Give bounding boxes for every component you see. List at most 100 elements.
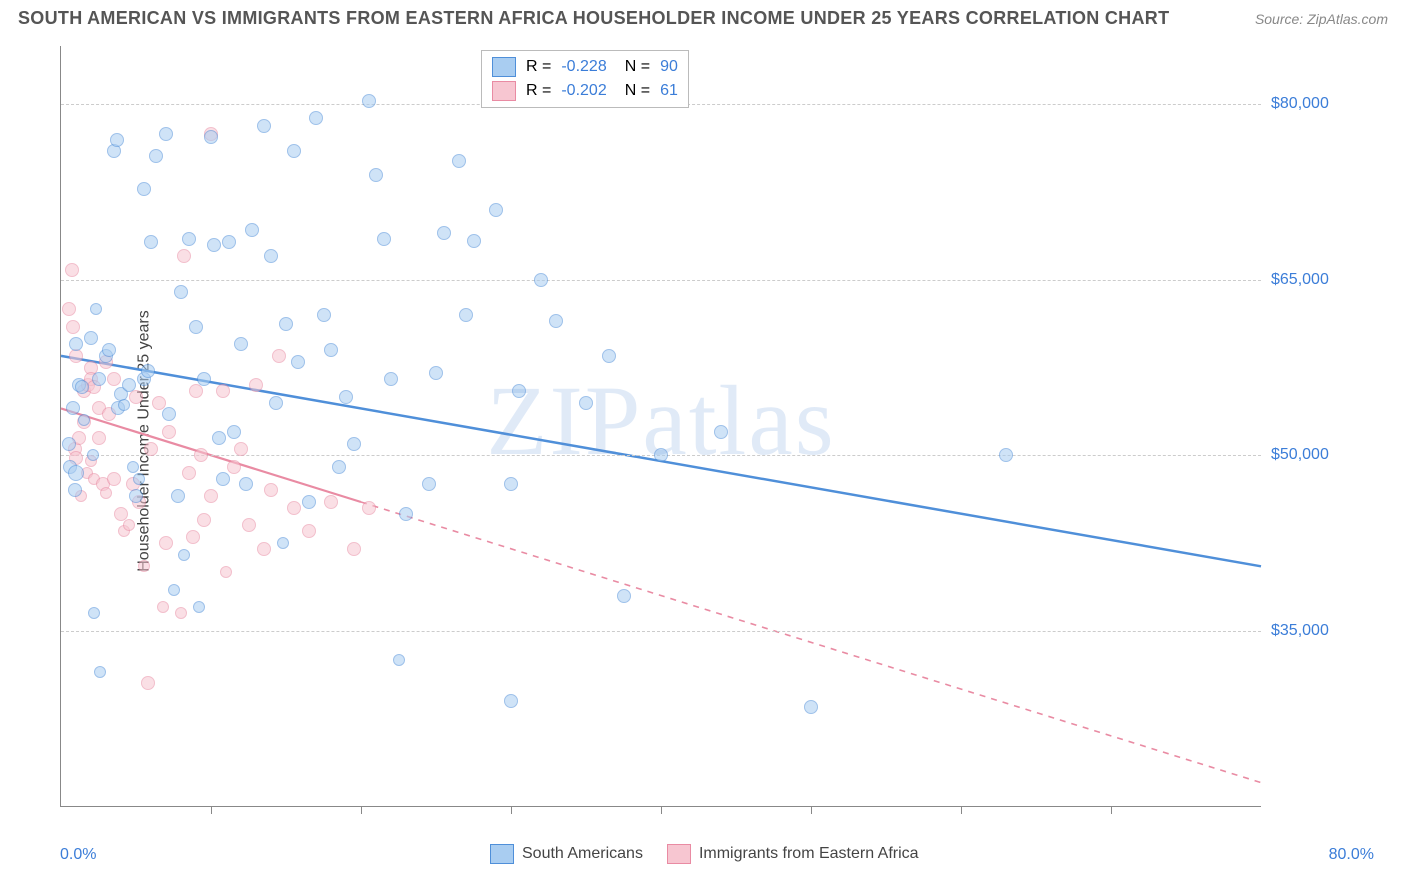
data-point bbox=[504, 694, 518, 708]
data-point bbox=[127, 461, 139, 473]
r-label: R = bbox=[526, 82, 551, 100]
data-point bbox=[197, 513, 211, 527]
n-value-blue: 90 bbox=[660, 58, 678, 76]
data-point bbox=[362, 501, 376, 515]
data-point bbox=[118, 399, 130, 411]
data-point bbox=[144, 235, 158, 249]
data-point bbox=[65, 263, 79, 277]
data-point bbox=[324, 495, 338, 509]
data-point bbox=[189, 320, 203, 334]
data-point bbox=[87, 449, 99, 461]
data-point bbox=[193, 601, 205, 613]
data-point bbox=[157, 601, 169, 613]
data-point bbox=[324, 343, 338, 357]
x-axis-max: 80.0% bbox=[1329, 846, 1374, 864]
data-point bbox=[66, 401, 80, 415]
data-point bbox=[269, 396, 283, 410]
r-label: R = bbox=[526, 58, 551, 76]
data-point bbox=[168, 584, 180, 596]
data-point bbox=[287, 144, 301, 158]
chart-title: SOUTH AMERICAN VS IMMIGRANTS FROM EASTER… bbox=[18, 8, 1169, 29]
data-point bbox=[467, 234, 481, 248]
data-point bbox=[129, 489, 143, 503]
data-point bbox=[137, 182, 151, 196]
data-point bbox=[437, 226, 451, 240]
data-point bbox=[245, 223, 259, 237]
data-point bbox=[459, 308, 473, 322]
data-point bbox=[242, 518, 256, 532]
data-point bbox=[94, 666, 106, 678]
data-point bbox=[399, 507, 413, 521]
data-point bbox=[339, 390, 353, 404]
data-point bbox=[197, 372, 211, 386]
stats-legend: R = -0.228 N = 90 R = -0.202 N = 61 bbox=[481, 50, 689, 108]
x-axis-min: 0.0% bbox=[60, 846, 96, 864]
n-value-pink: 61 bbox=[660, 82, 678, 100]
data-point bbox=[369, 168, 383, 182]
x-tick bbox=[961, 806, 962, 814]
data-point bbox=[194, 448, 208, 462]
data-point bbox=[102, 343, 116, 357]
data-point bbox=[186, 530, 200, 544]
data-point bbox=[362, 94, 376, 108]
data-point bbox=[138, 560, 150, 572]
data-point bbox=[422, 477, 436, 491]
data-point bbox=[302, 524, 316, 538]
data-point bbox=[84, 331, 98, 345]
data-point bbox=[377, 232, 391, 246]
data-point bbox=[264, 483, 278, 497]
y-tick-label: $80,000 bbox=[1271, 95, 1381, 113]
data-point bbox=[107, 472, 121, 486]
data-point bbox=[69, 337, 83, 351]
data-point bbox=[114, 507, 128, 521]
data-point bbox=[159, 127, 173, 141]
data-point bbox=[92, 431, 106, 445]
data-point bbox=[178, 549, 190, 561]
data-point bbox=[302, 495, 316, 509]
data-point bbox=[220, 566, 232, 578]
data-point bbox=[222, 235, 236, 249]
data-point bbox=[602, 349, 616, 363]
source-label: Source: ZipAtlas.com bbox=[1255, 11, 1388, 27]
data-point bbox=[714, 425, 728, 439]
legend-label-blue: South Americans bbox=[522, 845, 643, 863]
data-point bbox=[234, 442, 248, 456]
data-point bbox=[291, 355, 305, 369]
data-point bbox=[107, 372, 121, 386]
data-point bbox=[149, 149, 163, 163]
data-point bbox=[317, 308, 331, 322]
y-tick-label: $50,000 bbox=[1271, 446, 1381, 464]
data-point bbox=[393, 654, 405, 666]
data-point bbox=[654, 448, 668, 462]
legend-item-blue: South Americans bbox=[490, 844, 643, 864]
data-point bbox=[347, 437, 361, 451]
data-point bbox=[174, 285, 188, 299]
swatch-pink-icon bbox=[667, 844, 691, 864]
data-point bbox=[452, 154, 466, 168]
data-point bbox=[257, 119, 271, 133]
data-point bbox=[207, 238, 221, 252]
data-point bbox=[62, 437, 76, 451]
data-point bbox=[534, 273, 548, 287]
data-point bbox=[122, 378, 136, 392]
data-point bbox=[227, 460, 241, 474]
data-point bbox=[204, 489, 218, 503]
data-point bbox=[287, 501, 301, 515]
r-value-pink: -0.202 bbox=[561, 82, 606, 100]
data-point bbox=[504, 477, 518, 491]
data-point bbox=[75, 380, 89, 394]
data-point bbox=[78, 414, 90, 426]
data-point bbox=[182, 232, 196, 246]
data-point bbox=[272, 349, 286, 363]
data-point bbox=[141, 676, 155, 690]
data-point bbox=[332, 460, 346, 474]
stats-row-pink: R = -0.202 N = 61 bbox=[492, 79, 678, 103]
data-point bbox=[68, 465, 84, 481]
data-point bbox=[227, 425, 241, 439]
data-point bbox=[68, 483, 82, 497]
data-point bbox=[204, 130, 218, 144]
trend-lines bbox=[61, 46, 1261, 806]
data-point bbox=[152, 396, 166, 410]
data-point bbox=[617, 589, 631, 603]
data-point bbox=[162, 425, 176, 439]
